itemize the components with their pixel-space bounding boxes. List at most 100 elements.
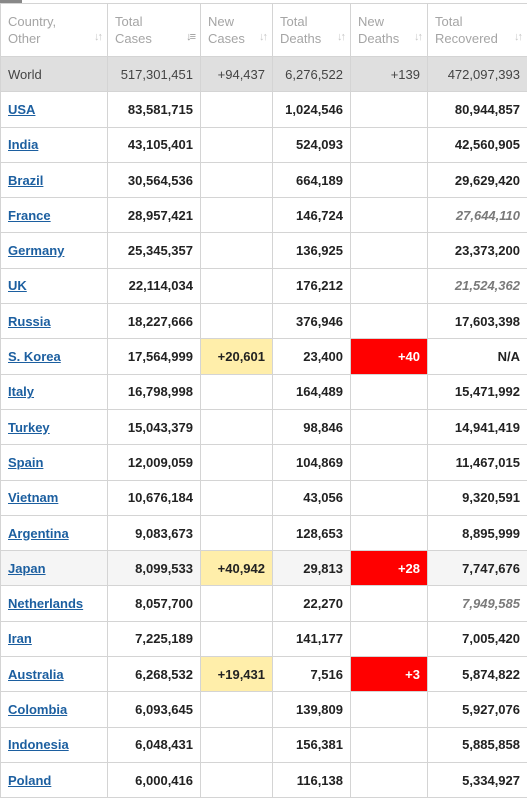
total-recovered-cell: 23,373,200 xyxy=(427,232,527,269)
new-cases-cell: +40,942 xyxy=(200,550,273,587)
total-deaths-cell: 104,869 xyxy=(272,444,351,481)
column-header-label: Total Cases xyxy=(115,14,152,46)
top-edge-bar xyxy=(0,0,22,3)
country-link[interactable]: Japan xyxy=(8,560,46,576)
country-link[interactable]: S. Korea xyxy=(8,349,61,365)
sort-icon[interactable]: ↓↑ xyxy=(414,31,423,43)
column-header-new-deaths[interactable]: New Deaths ↓↑ xyxy=(350,3,428,57)
table-row: Netherlands 8,057,700 22,270 7,949,585 xyxy=(0,585,527,622)
new-deaths-cell xyxy=(350,161,428,199)
new-deaths-cell xyxy=(350,585,428,622)
country-link[interactable]: Spain xyxy=(8,454,44,470)
country-link[interactable]: Italy xyxy=(8,384,35,400)
total-deaths-cell: 29,813 xyxy=(272,550,351,587)
new-cases-cell xyxy=(200,126,273,163)
total-cases-cell: 9,083,673 xyxy=(107,514,201,552)
total-deaths-cell: 136,925 xyxy=(272,232,351,269)
country-link[interactable]: Iran xyxy=(8,631,32,647)
total-cases-cell: 10,676,184 xyxy=(107,479,201,516)
total-recovered-cell: 11,467,015 xyxy=(427,444,527,481)
total-recovered-cell: 42,560,905 xyxy=(427,126,527,163)
total-recovered-cell: 21,524,362 xyxy=(427,267,527,305)
country-cell: USA xyxy=(0,91,108,128)
total-recovered-cell: 5,927,076 xyxy=(427,691,527,728)
total-recovered-cell: 27,644,110 xyxy=(427,197,527,234)
total-cases-cell: 8,099,533 xyxy=(107,550,201,587)
country-link[interactable]: Colombia xyxy=(8,701,68,717)
total-recovered-cell: 7,005,420 xyxy=(427,620,527,658)
header-row: Country, Other ↓↑ Total Cases ↓≡ New Cases… xyxy=(0,3,527,57)
total-recovered-cell: 15,471,992 xyxy=(427,373,527,410)
table-row: Brazil 30,564,536 664,189 29,629,420 xyxy=(0,161,527,199)
new-cases-cell xyxy=(200,620,273,658)
total-cases-cell: 28,957,421 xyxy=(107,197,201,234)
total-deaths-cell: 156,381 xyxy=(272,726,351,763)
table-row: Argentina 9,083,673 128,653 8,895,999 xyxy=(0,514,527,552)
country-cell: Iran xyxy=(0,620,108,658)
new-cases-cell: +20,601 xyxy=(200,338,273,375)
column-header-label: Total Recovered xyxy=(435,14,498,46)
column-header-total-recovered[interactable]: Total Recovered ↓↑ xyxy=(427,3,527,57)
table-row: Germany 25,345,357 136,925 23,373,200 xyxy=(0,232,527,269)
total-cases-cell: 83,581,715 xyxy=(107,91,201,128)
column-header-total-deaths[interactable]: Total Deaths ↓↑ xyxy=(272,3,351,57)
total-deaths-cell: 1,024,546 xyxy=(272,91,351,128)
covid-stats-table: Country, Other ↓↑ Total Cases ↓≡ New Cases… xyxy=(0,3,527,799)
country-link[interactable]: France xyxy=(8,207,51,223)
total-deaths-cell: 23,400 xyxy=(272,338,351,375)
new-deaths-cell xyxy=(350,232,428,269)
new-cases-cell xyxy=(200,232,273,269)
country-link[interactable]: Argentina xyxy=(8,525,69,541)
total-deaths-cell: 376,946 xyxy=(272,303,351,340)
country-link[interactable]: Australia xyxy=(8,666,64,682)
total-deaths-cell: 164,489 xyxy=(272,373,351,410)
total-recovered-cell: 29,629,420 xyxy=(427,161,527,199)
table-row: Japan 8,099,533 +40,942 29,813 +28 7,747,676 xyxy=(0,550,527,587)
sort-icon[interactable]: ↓↑ xyxy=(259,31,268,43)
table-row: Poland 6,000,416 116,138 5,334,927 xyxy=(0,761,527,799)
country-link[interactable]: Indonesia xyxy=(8,737,69,753)
new-deaths-cell xyxy=(350,408,428,446)
new-deaths-cell xyxy=(350,691,428,728)
total-deaths-cell: 146,724 xyxy=(272,197,351,234)
new-deaths-cell xyxy=(350,197,428,234)
new-deaths-cell xyxy=(350,620,428,658)
country-link[interactable]: UK xyxy=(8,278,27,294)
new-cases-cell xyxy=(200,585,273,622)
country-cell: France xyxy=(0,197,108,234)
new-deaths-cell: +28 xyxy=(350,550,428,587)
country-link[interactable]: Netherlands xyxy=(8,596,84,612)
column-header-label: Total Deaths xyxy=(280,14,322,46)
total-recovered-cell: 7,949,585 xyxy=(427,585,527,622)
new-cases-cell xyxy=(200,267,273,305)
country-link[interactable]: Turkey xyxy=(8,419,50,435)
new-cases-cell xyxy=(200,197,273,234)
country-link[interactable]: USA xyxy=(8,101,36,117)
total-deaths-cell: 176,212 xyxy=(272,267,351,305)
column-header-total-cases[interactable]: Total Cases ↓≡ xyxy=(107,3,201,57)
country-cell: Japan xyxy=(0,550,108,587)
sort-icon[interactable]: ↓↑ xyxy=(337,31,346,43)
country-link[interactable]: Russia xyxy=(8,313,51,329)
column-header-country[interactable]: Country, Other ↓↑ xyxy=(0,3,108,57)
country-link[interactable]: Poland xyxy=(8,772,52,788)
table-row: USA 83,581,715 1,024,546 80,944,857 xyxy=(0,91,527,128)
country-link[interactable]: Vietnam xyxy=(8,490,59,506)
country-link[interactable]: India xyxy=(8,137,39,153)
sort-desc-icon[interactable]: ↓≡ xyxy=(186,31,196,43)
new-cases-cell xyxy=(200,303,273,340)
table-row: Australia 6,268,532 +19,431 7,516 +3 5,874,82… xyxy=(0,656,527,693)
column-header-new-cases[interactable]: New Cases ↓↑ xyxy=(200,3,273,57)
total-deaths-cell: 98,846 xyxy=(272,408,351,446)
country-link[interactable]: Germany xyxy=(8,243,65,259)
country-cell: World xyxy=(0,55,108,93)
country-link[interactable]: Brazil xyxy=(8,172,44,188)
sort-icon[interactable]: ↓↑ xyxy=(94,31,103,43)
total-cases-cell: 17,564,999 xyxy=(107,338,201,375)
new-cases-cell xyxy=(200,408,273,446)
world-total-row: World 517,301,451 +94,437 6,276,522 +139… xyxy=(0,55,527,93)
sort-icon[interactable]: ↓↑ xyxy=(514,31,523,43)
total-cases-cell: 30,564,536 xyxy=(107,161,201,199)
table-row: Russia 18,227,666 376,946 17,603,398 xyxy=(0,303,527,340)
new-cases-cell xyxy=(200,761,273,799)
